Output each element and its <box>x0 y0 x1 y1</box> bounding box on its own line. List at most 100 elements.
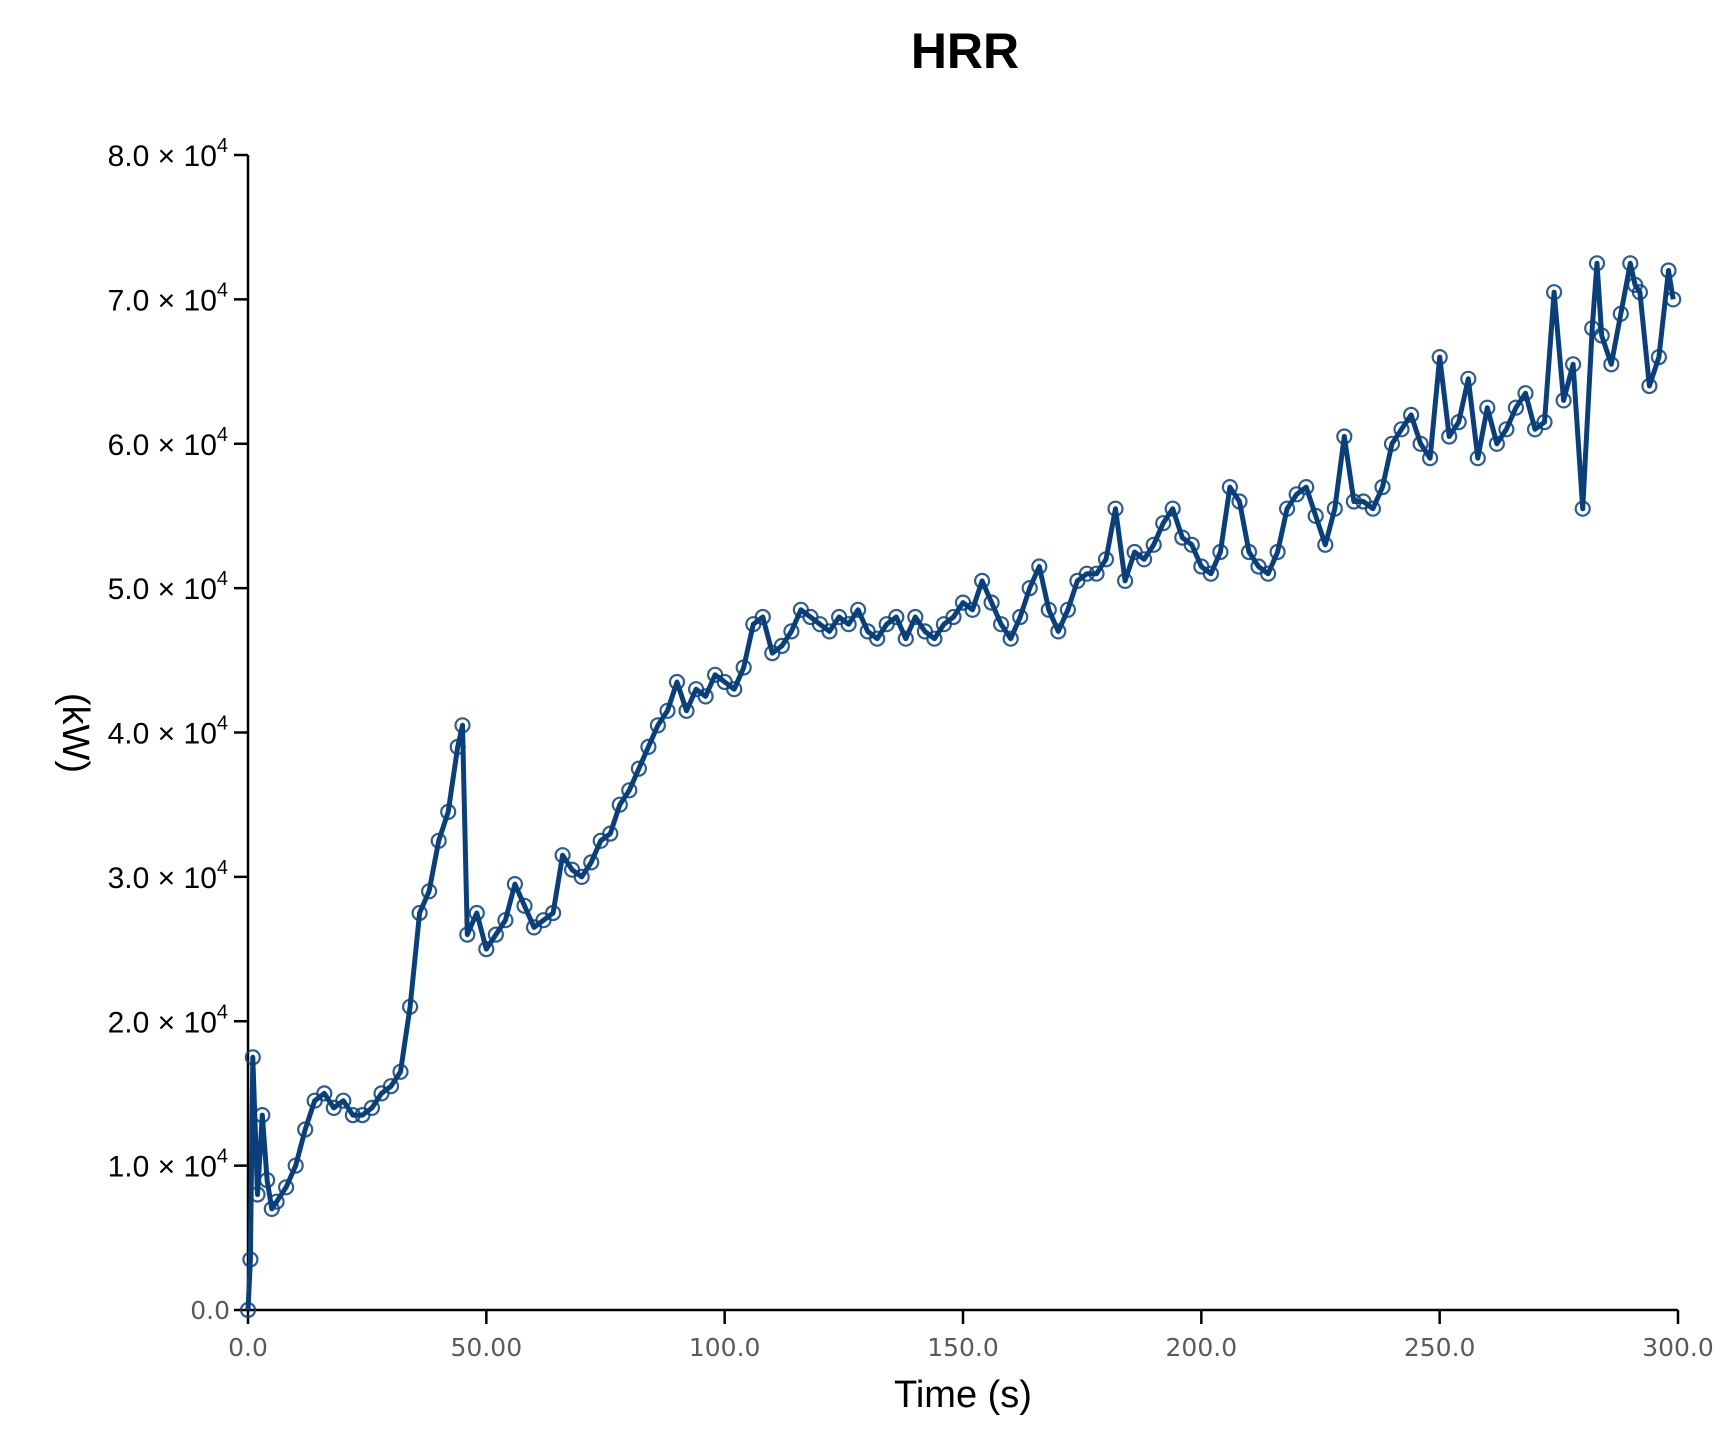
data-point <box>678 702 695 719</box>
data-point <box>1545 284 1563 301</box>
data-point <box>964 601 981 618</box>
data-point <box>430 832 447 849</box>
data-point <box>783 623 800 640</box>
data-point <box>611 796 628 813</box>
data-point <box>259 1171 276 1189</box>
data-point <box>506 875 524 893</box>
data-point <box>1660 262 1677 279</box>
x-tick-label: 50.00 <box>451 1333 523 1362</box>
data-point <box>602 825 619 842</box>
data-point <box>1374 479 1391 496</box>
chart-title: HRR <box>911 23 1019 79</box>
data-point <box>1488 435 1506 452</box>
data-point <box>1460 370 1477 387</box>
data-point <box>1097 551 1115 568</box>
data-point <box>1278 500 1296 517</box>
data-point <box>1641 377 1658 395</box>
data-point <box>402 998 419 1015</box>
data-point <box>1364 500 1382 517</box>
data-point <box>630 760 648 777</box>
data-point <box>1259 565 1277 582</box>
data-point <box>1116 572 1134 590</box>
data-point <box>1031 558 1048 575</box>
data-point <box>1517 385 1534 402</box>
data-point <box>1212 543 1229 561</box>
y-tick-label: 1.0 × 104 <box>108 1146 228 1184</box>
data-point <box>583 854 600 871</box>
data-point <box>1536 414 1553 431</box>
data-point <box>697 688 714 705</box>
data-point <box>869 630 886 647</box>
data-point <box>1631 284 1649 301</box>
data-point <box>392 1063 409 1080</box>
data-point <box>1135 551 1153 568</box>
x-axis-label: Time (s) <box>894 1374 1032 1416</box>
data-point <box>983 594 1000 611</box>
data-point <box>1622 255 1639 272</box>
data-point <box>573 868 590 886</box>
data-point <box>254 1106 271 1124</box>
data-point <box>363 1099 380 1117</box>
data-point <box>1155 515 1172 532</box>
data-point <box>449 738 466 756</box>
data-point <box>821 623 838 640</box>
data-point <box>754 608 771 626</box>
data-point <box>1088 565 1105 582</box>
data-point <box>440 803 457 821</box>
y-tick-label: 3.0 × 104 <box>108 857 228 895</box>
y-tick-label: 6.0 × 104 <box>108 424 228 462</box>
data-point <box>1231 493 1248 510</box>
data-point <box>1326 500 1343 517</box>
data-point <box>478 940 495 958</box>
data-point <box>1441 428 1458 445</box>
y-tick-label: 2.0 × 104 <box>108 1001 228 1039</box>
data-point <box>316 1085 333 1102</box>
data-point <box>1240 543 1258 561</box>
x-tick-label: 100.0 <box>689 1333 761 1362</box>
data-point <box>297 1121 314 1138</box>
hrr-series-line <box>245 260 1676 1311</box>
data-point <box>926 630 943 647</box>
data-point <box>1564 356 1582 373</box>
data-point <box>1555 392 1572 409</box>
data-point <box>849 601 867 618</box>
data-point <box>1164 500 1181 517</box>
data-point <box>1383 435 1401 452</box>
data-point <box>992 616 1010 633</box>
y-tick-label: 5.0 × 104 <box>108 568 228 606</box>
x-tick-label: 300.0 <box>1642 1333 1714 1362</box>
data-point <box>382 1078 400 1095</box>
data-point <box>1498 421 1515 438</box>
data-point <box>621 782 638 799</box>
data-point <box>897 630 914 647</box>
data-point <box>1183 536 1200 553</box>
data-point <box>244 1049 261 1066</box>
data-point <box>554 847 571 864</box>
data-point <box>1479 399 1496 416</box>
data-point <box>1298 479 1315 496</box>
data-point <box>335 1092 352 1109</box>
data-point <box>1431 349 1448 366</box>
data-point <box>454 717 471 734</box>
data-point <box>945 608 962 626</box>
data-point <box>516 897 533 914</box>
data-point <box>344 1106 361 1124</box>
data-point <box>1345 493 1363 510</box>
data-point <box>487 926 504 943</box>
data-point <box>468 904 485 922</box>
data-point <box>278 1179 295 1196</box>
data-point <box>907 608 924 626</box>
y-ticks: 0.0 1.0 × 104 2.0 × 104 3.0 × 104 4.0 × 104 5… <box>108 135 248 1325</box>
hrr-series-markers <box>239 255 1682 1319</box>
data-point <box>497 912 514 929</box>
data-point <box>640 738 657 756</box>
data-point <box>544 904 562 922</box>
data-point <box>411 904 428 922</box>
data-point <box>726 681 743 698</box>
data-point <box>973 572 991 590</box>
data-point <box>421 883 438 900</box>
data-point <box>1012 608 1029 626</box>
data-point <box>242 1251 259 1268</box>
data-point <box>840 616 857 633</box>
x-tick-label: 0.0 <box>228 1333 268 1362</box>
